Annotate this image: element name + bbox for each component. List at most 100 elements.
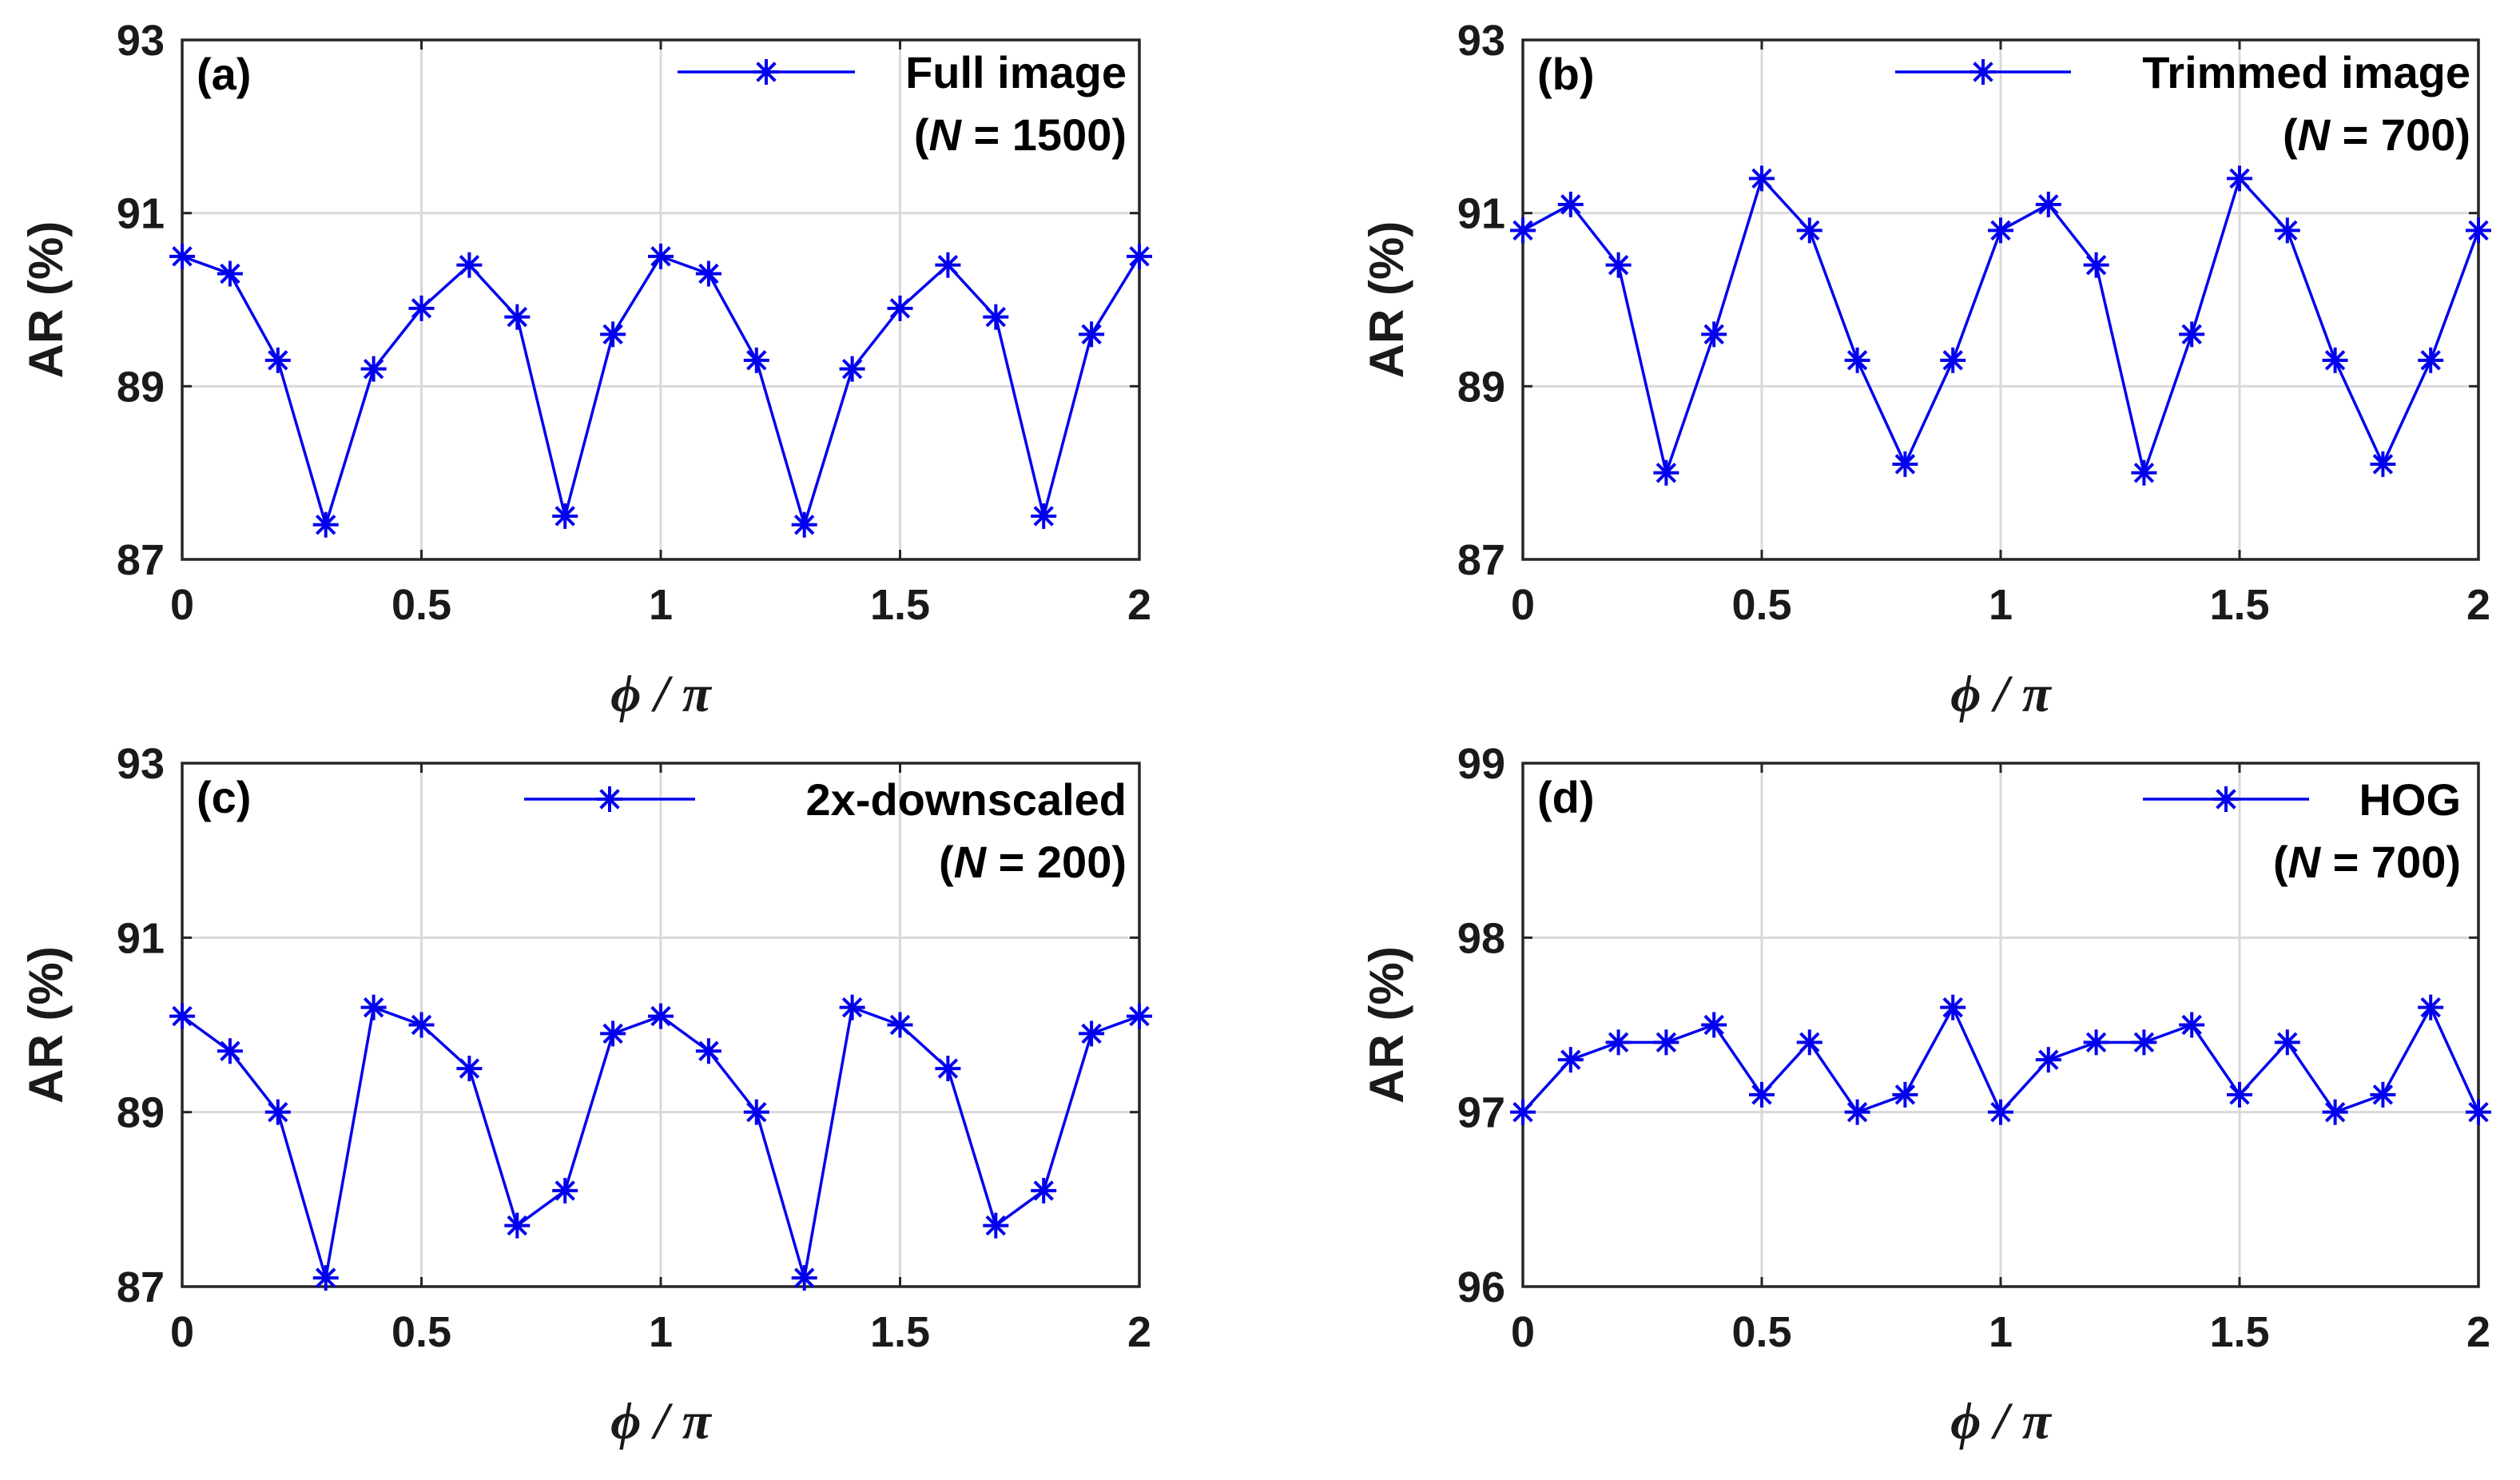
data-point-marker xyxy=(552,1177,578,1203)
data-point-marker xyxy=(983,1212,1009,1239)
y-axis-label: AR (%) xyxy=(19,946,73,1104)
data-point-marker xyxy=(887,1012,913,1038)
legend-marker xyxy=(1970,59,1996,85)
data-point-marker xyxy=(1031,503,1057,529)
data-point-marker xyxy=(983,304,1009,330)
panel-label: (c) xyxy=(197,772,251,822)
panel-b: 0 0.5 1 1.5 2 87 89 91 93 AR (%) ϕ / π (b) Trimmed i… xyxy=(1360,17,2491,723)
data-point-marker xyxy=(1127,1003,1152,1029)
data-point-marker xyxy=(1701,1012,1727,1038)
y-tick-label: 96 xyxy=(1457,1263,1505,1311)
data-point-marker xyxy=(2418,994,2444,1020)
panel-label: (a) xyxy=(197,49,251,99)
y-tick-label: 99 xyxy=(1457,740,1505,788)
data-point-marker xyxy=(169,243,195,269)
y-tick-label: 91 xyxy=(117,914,165,962)
y-tick-label: 93 xyxy=(117,740,165,788)
data-point-marker xyxy=(1796,1029,1822,1056)
data-point-marker xyxy=(743,347,769,373)
legend: HOG (N = 700) xyxy=(2143,774,2461,887)
data-point-marker xyxy=(1557,1047,1584,1073)
data-point-marker xyxy=(2370,1081,2396,1108)
data-point-marker xyxy=(312,1265,339,1291)
x-tick-label: 1.5 xyxy=(2209,581,2269,629)
y-tick-label: 87 xyxy=(117,1263,165,1311)
data-point-marker xyxy=(1605,1029,1632,1056)
y-tick-label: 87 xyxy=(117,536,165,584)
data-point-marker xyxy=(2466,1099,2491,1125)
legend: Full image (N = 1500) xyxy=(678,47,1127,160)
y-tick-label: 89 xyxy=(117,1089,165,1137)
data-point-marker xyxy=(2274,217,2300,244)
data-point-marker xyxy=(360,994,387,1020)
legend-label: Full image xyxy=(905,47,1127,97)
data-point-marker xyxy=(1653,460,1679,486)
data-point-marker xyxy=(456,252,483,278)
data-point-marker xyxy=(1079,321,1105,348)
x-tick-label: 1 xyxy=(649,1308,673,1356)
y-tick-label: 91 xyxy=(1457,190,1505,238)
x-tick-label: 2 xyxy=(1127,581,1151,629)
data-point-marker xyxy=(1510,217,1536,244)
x-tick-label: 1 xyxy=(649,581,673,629)
data-point-marker xyxy=(2227,1081,2252,1108)
panel-label: (b) xyxy=(1537,49,1595,99)
data-point-marker xyxy=(1749,1081,1775,1108)
panel-a: 0 0.5 1 1.5 2 87 89 91 93 AR (%) ϕ / π (a) Full imag… xyxy=(19,17,1152,723)
data-point-marker xyxy=(1557,191,1584,217)
legend-sample-count: (N = 1500) xyxy=(914,109,1127,160)
data-point-marker xyxy=(1940,994,1966,1020)
data-point-marker xyxy=(1605,252,1632,278)
data-point-marker xyxy=(264,347,291,373)
data-point-marker xyxy=(2274,1029,2300,1056)
data-point-marker xyxy=(695,261,721,287)
y-axis-label: AR (%) xyxy=(1360,221,1413,379)
legend: Trimmed image (N = 700) xyxy=(1895,47,2470,160)
data-point-marker xyxy=(2370,451,2396,477)
data-point-marker xyxy=(1988,217,2013,244)
legend-label: Trimmed image xyxy=(2142,47,2470,97)
data-point-marker xyxy=(2035,191,2061,217)
data-point-marker xyxy=(504,1212,531,1239)
data-point-marker xyxy=(2035,1047,2061,1073)
y-tick-label: 98 xyxy=(1457,914,1505,962)
panel-d: 0 0.5 1 1.5 2 96 97 98 99 AR (%) ϕ / π (d) HOG (N = 7… xyxy=(1360,740,2491,1450)
y-tick-label: 89 xyxy=(1457,363,1505,411)
x-tick-label: 0.5 xyxy=(1731,1308,1791,1356)
legend-sample-count: (N = 200) xyxy=(939,837,1127,887)
x-tick-label: 1 xyxy=(1989,581,2013,629)
data-point-marker xyxy=(1031,1177,1057,1203)
legend: 2x-downscaled (N = 200) xyxy=(524,774,1127,887)
y-axis-label: AR (%) xyxy=(1360,946,1413,1104)
legend-label: 2x-downscaled xyxy=(806,774,1127,825)
data-point-marker xyxy=(935,1056,961,1082)
x-tick-label: 2 xyxy=(1127,1308,1151,1356)
data-point-marker xyxy=(695,1038,721,1064)
y-tick-label: 89 xyxy=(117,363,165,411)
data-point-marker xyxy=(408,1012,435,1038)
legend-label: HOG xyxy=(2359,774,2461,825)
data-point-marker xyxy=(887,295,913,321)
data-point-marker xyxy=(360,356,387,382)
y-axis-label: AR (%) xyxy=(19,221,73,379)
data-point-marker xyxy=(1127,243,1152,269)
x-tick-label: 0 xyxy=(170,1308,194,1356)
x-axis-label: ϕ / π xyxy=(1950,1392,2053,1450)
data-point-marker xyxy=(1749,165,1775,192)
data-point-marker xyxy=(600,321,626,348)
legend-sample-count: (N = 700) xyxy=(2273,837,2461,887)
x-axis-label: ϕ / π xyxy=(610,1392,713,1450)
panel-c: 0 0.5 1 1.5 2 87 89 91 93 AR (%) ϕ / π (c) 2x-downsc… xyxy=(19,740,1152,1450)
data-point-marker xyxy=(2466,217,2491,244)
data-point-marker xyxy=(456,1056,483,1082)
y-tick-label: 93 xyxy=(1457,17,1505,65)
data-point-marker xyxy=(1701,321,1727,348)
data-point-marker xyxy=(1796,217,1822,244)
data-point-marker xyxy=(264,1099,291,1125)
legend-marker xyxy=(2213,786,2239,812)
data-point-marker xyxy=(791,1265,817,1291)
data-point-marker xyxy=(2418,347,2444,373)
data-point-marker xyxy=(1892,1081,1918,1108)
x-tick-label: 1 xyxy=(1989,1308,2013,1356)
